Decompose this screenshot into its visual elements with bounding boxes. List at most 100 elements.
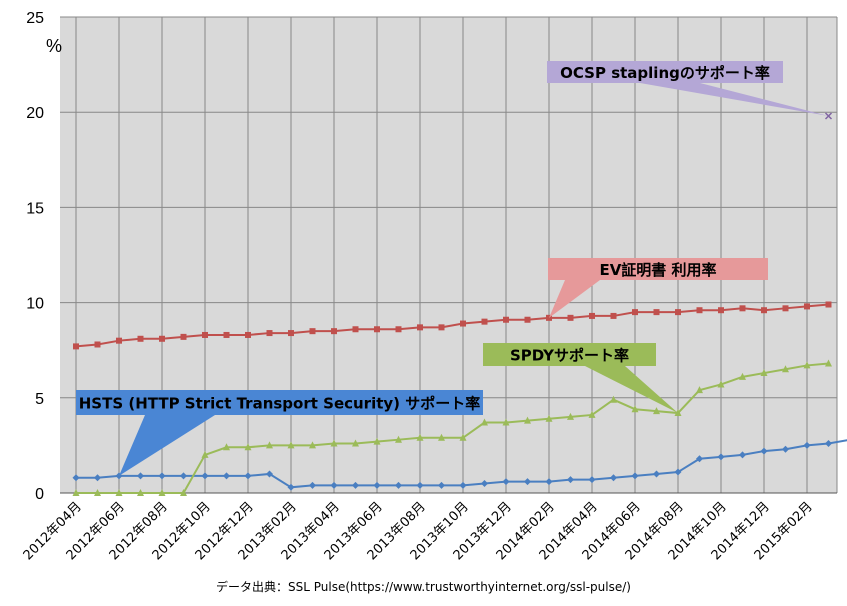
data-point bbox=[718, 307, 724, 314]
data-point bbox=[696, 386, 703, 394]
series-layer bbox=[72, 112, 847, 496]
data-point bbox=[438, 324, 445, 331]
callout-3: HSTS (HTTP Strict Transport Security) サポ… bbox=[76, 390, 483, 476]
data-point bbox=[73, 343, 79, 350]
data-point bbox=[782, 445, 789, 453]
data-point bbox=[653, 309, 660, 316]
y-tick-label: 5 bbox=[35, 391, 44, 408]
data-point bbox=[610, 395, 617, 403]
data-point bbox=[180, 333, 187, 340]
data-point bbox=[481, 479, 488, 487]
data-point bbox=[72, 474, 80, 482]
callout-pointer bbox=[585, 366, 678, 414]
data-point bbox=[460, 320, 466, 327]
data-point bbox=[761, 307, 767, 314]
data-point bbox=[589, 312, 595, 319]
callout-label: EV証明書 利用率 bbox=[599, 261, 716, 279]
data-point bbox=[632, 309, 638, 316]
callout-1: EV証明書 利用率 bbox=[548, 258, 768, 318]
data-point bbox=[330, 481, 338, 489]
y-tick-label: 15 bbox=[26, 200, 44, 217]
data-point bbox=[373, 437, 381, 445]
data-point bbox=[94, 341, 101, 348]
data-point bbox=[266, 330, 273, 337]
data-point bbox=[72, 489, 80, 496]
callout-layer: OCSP staplingのサポート率 EV証明書 利用率 SPDYサポート率 HST… bbox=[76, 61, 829, 476]
data-point bbox=[567, 476, 574, 484]
data-point bbox=[416, 433, 424, 441]
data-point bbox=[201, 472, 209, 480]
data-point bbox=[717, 453, 725, 461]
data-point bbox=[524, 478, 531, 486]
callout-box bbox=[483, 343, 656, 366]
data-point bbox=[417, 324, 423, 331]
data-point bbox=[416, 481, 424, 489]
data-point bbox=[309, 441, 316, 449]
data-point bbox=[158, 489, 166, 496]
y-tick-label: 20 bbox=[26, 105, 44, 122]
y-axis-ticks: 0 5 10 15 20 25 bbox=[26, 10, 44, 503]
data-point bbox=[760, 369, 768, 377]
data-point bbox=[803, 361, 811, 369]
series-line bbox=[75, 303, 829, 348]
series-line bbox=[76, 362, 829, 494]
data-point bbox=[331, 328, 337, 335]
callout-box bbox=[76, 390, 483, 415]
data-point bbox=[352, 326, 359, 333]
data-point bbox=[137, 472, 144, 480]
data-point bbox=[739, 451, 746, 459]
data-point bbox=[653, 470, 660, 478]
data-point bbox=[266, 470, 273, 478]
data-point bbox=[374, 326, 380, 333]
y-tick-label: 0 bbox=[35, 486, 44, 503]
data-point bbox=[696, 455, 703, 463]
callout-box bbox=[547, 61, 783, 83]
callout-pointer bbox=[549, 280, 600, 318]
data-point bbox=[524, 416, 531, 424]
callout-label: SPDYサポート率 bbox=[510, 347, 629, 365]
data-point bbox=[115, 489, 123, 496]
data-point bbox=[352, 481, 359, 489]
data-point bbox=[760, 447, 768, 455]
series-1 bbox=[72, 359, 832, 496]
x-axis-ticks: 2012年04月2012年06月2012年08月2012年10月2012年12月… bbox=[21, 499, 816, 563]
data-point bbox=[588, 410, 596, 418]
data-point bbox=[567, 412, 574, 420]
data-point bbox=[481, 318, 488, 325]
data-point bbox=[395, 326, 402, 333]
data-point bbox=[545, 414, 553, 422]
data-point bbox=[782, 365, 789, 373]
data-point bbox=[674, 409, 682, 417]
data-point bbox=[804, 303, 810, 310]
data-point bbox=[653, 407, 660, 415]
data-point bbox=[502, 418, 510, 426]
data-point bbox=[201, 450, 209, 458]
data-point bbox=[287, 441, 295, 449]
data-point bbox=[503, 316, 509, 323]
data-point bbox=[825, 359, 832, 367]
series-0 bbox=[72, 439, 847, 491]
data-point bbox=[631, 472, 639, 480]
data-point bbox=[266, 441, 273, 449]
data-point bbox=[202, 331, 208, 338]
data-point bbox=[395, 481, 402, 489]
data-point bbox=[395, 435, 402, 443]
y-axis-unit-label: % bbox=[46, 36, 62, 56]
data-point bbox=[825, 301, 832, 308]
data-point bbox=[288, 330, 294, 337]
data-point bbox=[287, 483, 295, 491]
data-point bbox=[94, 489, 101, 496]
data-point bbox=[137, 335, 144, 342]
data-point bbox=[223, 331, 230, 338]
callout-2: SPDYサポート率 bbox=[483, 343, 678, 414]
data-point bbox=[696, 307, 703, 314]
data-point bbox=[803, 441, 811, 449]
data-point bbox=[180, 472, 187, 480]
callout-label: HSTS (HTTP Strict Transport Security) サポ… bbox=[79, 395, 481, 413]
data-point bbox=[223, 472, 230, 480]
callout-0: OCSP staplingのサポート率 bbox=[547, 61, 829, 117]
data-point bbox=[502, 478, 510, 486]
data-point bbox=[545, 478, 553, 486]
data-point bbox=[674, 468, 682, 476]
